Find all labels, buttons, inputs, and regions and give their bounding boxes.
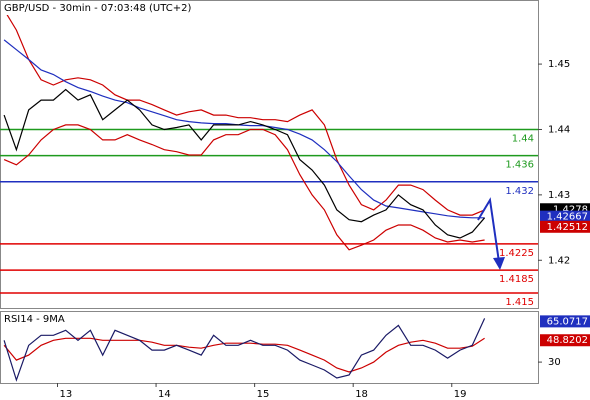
forecast-arrowhead (493, 257, 505, 270)
series-line (3, 39, 485, 219)
price-tag (540, 315, 590, 328)
level-label: 1.436 (505, 160, 534, 171)
forecast-arrow (477, 197, 500, 263)
price-tag-label: 1.42512 (547, 222, 588, 233)
x-tick-label: 14 (158, 389, 171, 400)
rsi-title: RSI14 - 9MA (4, 314, 65, 325)
series-line (3, 318, 486, 382)
price-tag (540, 220, 590, 233)
x-tick-label: 19 (454, 389, 467, 400)
level-label: 1.4185 (499, 274, 534, 285)
x-tick-label: 13 (59, 389, 72, 400)
series-line (3, 124, 485, 251)
chart-title: GBP/USD - 30min - 07:03:48 (UTC+2) (4, 3, 191, 14)
level-label: 1.4225 (499, 248, 534, 259)
y-tick-label: 1.42 (548, 255, 570, 266)
price-tag-label: 1.42667 (547, 212, 588, 223)
plot-layer: 1.42 1.43 1.44 1.45 1.44 1.436 1.432 1.4225 1.41… (0, 9, 570, 400)
level-label: 1.415 (505, 297, 534, 308)
series-line (3, 88, 486, 239)
title-bg (1, 1, 181, 15)
rsi-panel (0, 311, 539, 384)
x-tick-label: 18 (355, 389, 368, 400)
price-tag-label: 1.4278 (553, 204, 588, 215)
y-tick-label: 1.44 (548, 124, 570, 135)
price-panel (0, 0, 539, 309)
y-tick-label: 1.43 (548, 190, 570, 201)
y-tick-label: 30 (548, 357, 561, 368)
price-tag-label: 65.0717 (547, 316, 588, 327)
level-label: 1.432 (505, 186, 534, 197)
level-label: 1.44 (512, 133, 534, 144)
price-tag-label: 48.8202 (547, 335, 588, 346)
price-tag (540, 210, 590, 223)
series-line (3, 9, 485, 216)
y-tick-label: 1.45 (548, 59, 570, 70)
price-tag (540, 334, 590, 347)
x-tick-label: 15 (257, 389, 270, 400)
rsi-title-bg (1, 312, 67, 325)
